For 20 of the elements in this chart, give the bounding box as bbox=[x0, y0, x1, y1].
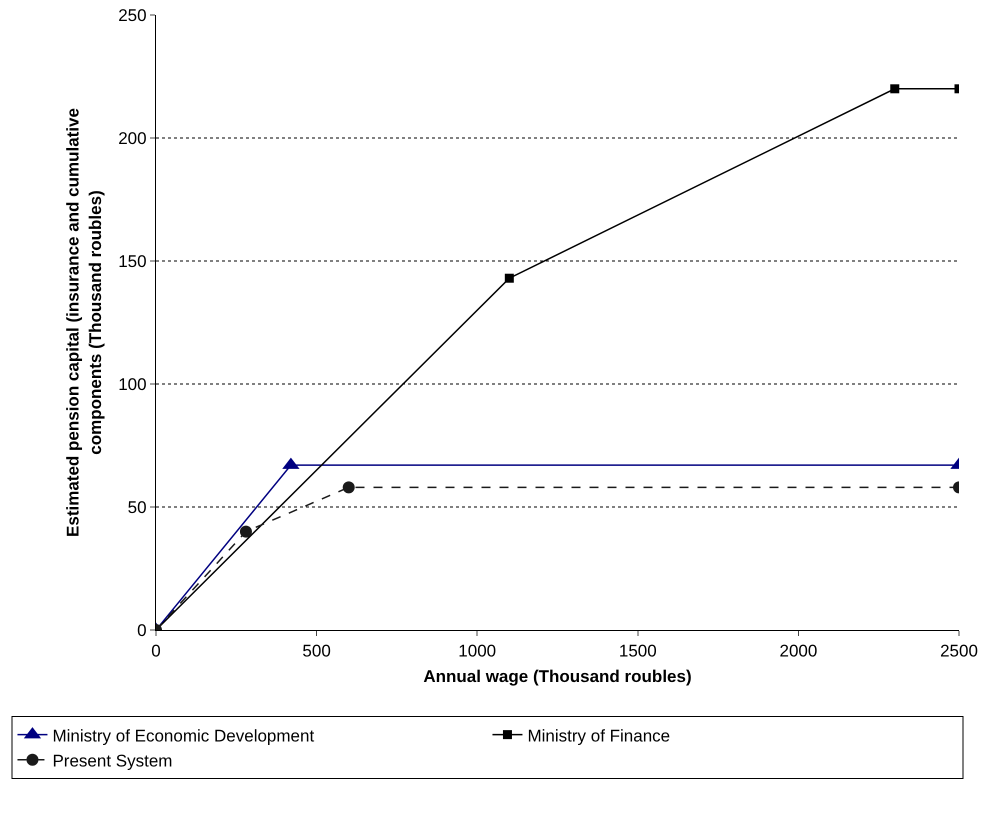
y-tick-label: 50 bbox=[128, 498, 147, 517]
y-tick-label: 0 bbox=[137, 620, 147, 640]
point bbox=[240, 526, 252, 538]
y-tick-label: 200 bbox=[118, 128, 147, 148]
x-tick-label: 2000 bbox=[779, 641, 818, 660]
x-tick-label: 2500 bbox=[940, 641, 978, 660]
x-tick-label: 500 bbox=[302, 641, 331, 660]
legend-label: Present System bbox=[52, 751, 172, 770]
legend-label: Ministry of Finance bbox=[527, 726, 670, 746]
point bbox=[342, 481, 355, 494]
x-axis-title: Annual wage (Thousand roubles) bbox=[423, 666, 692, 686]
y-tick-label: 250 bbox=[118, 6, 147, 25]
y-tick-label: 100 bbox=[118, 374, 147, 394]
x-tick-label: 0 bbox=[151, 641, 161, 660]
y-tick-label: 150 bbox=[118, 252, 147, 271]
legend-label: Ministry of Economic Development bbox=[52, 726, 314, 746]
y-axis-title: Estimated pension capital (insurance and cumulative components (Thousand roubles) bbox=[64, 108, 105, 537]
x-tick-label: 1000 bbox=[458, 641, 496, 660]
point bbox=[504, 274, 514, 283]
x-tick-label: 1500 bbox=[618, 641, 657, 660]
